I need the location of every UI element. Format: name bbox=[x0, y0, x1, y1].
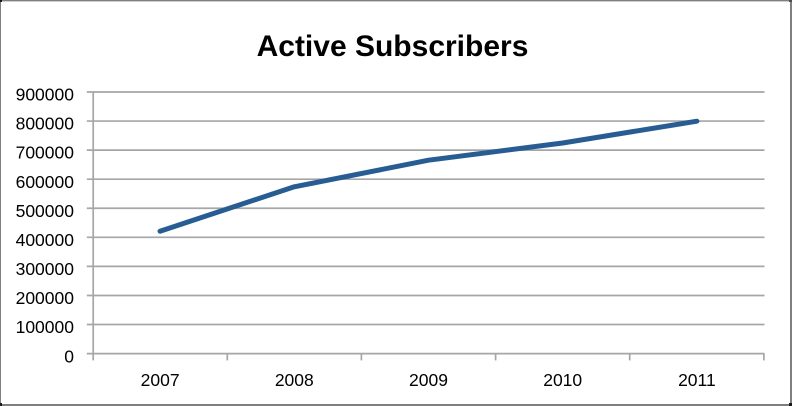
svg-text:2011: 2011 bbox=[678, 370, 716, 390]
svg-text:100000: 100000 bbox=[16, 317, 75, 337]
svg-text:700000: 700000 bbox=[16, 143, 75, 163]
svg-text:400000: 400000 bbox=[16, 230, 75, 250]
svg-text:2010: 2010 bbox=[543, 370, 582, 390]
svg-text:500000: 500000 bbox=[16, 201, 75, 221]
svg-text:800000: 800000 bbox=[16, 114, 75, 134]
svg-text:0: 0 bbox=[64, 346, 74, 366]
svg-text:2007: 2007 bbox=[141, 370, 180, 390]
svg-text:200000: 200000 bbox=[16, 288, 75, 308]
svg-text:900000: 900000 bbox=[16, 85, 75, 105]
svg-text:300000: 300000 bbox=[16, 259, 75, 279]
svg-text:Active Subscribers: Active Subscribers bbox=[257, 30, 529, 63]
svg-text:2009: 2009 bbox=[409, 370, 448, 390]
svg-text:2008: 2008 bbox=[275, 370, 314, 390]
svg-text:600000: 600000 bbox=[16, 172, 75, 192]
